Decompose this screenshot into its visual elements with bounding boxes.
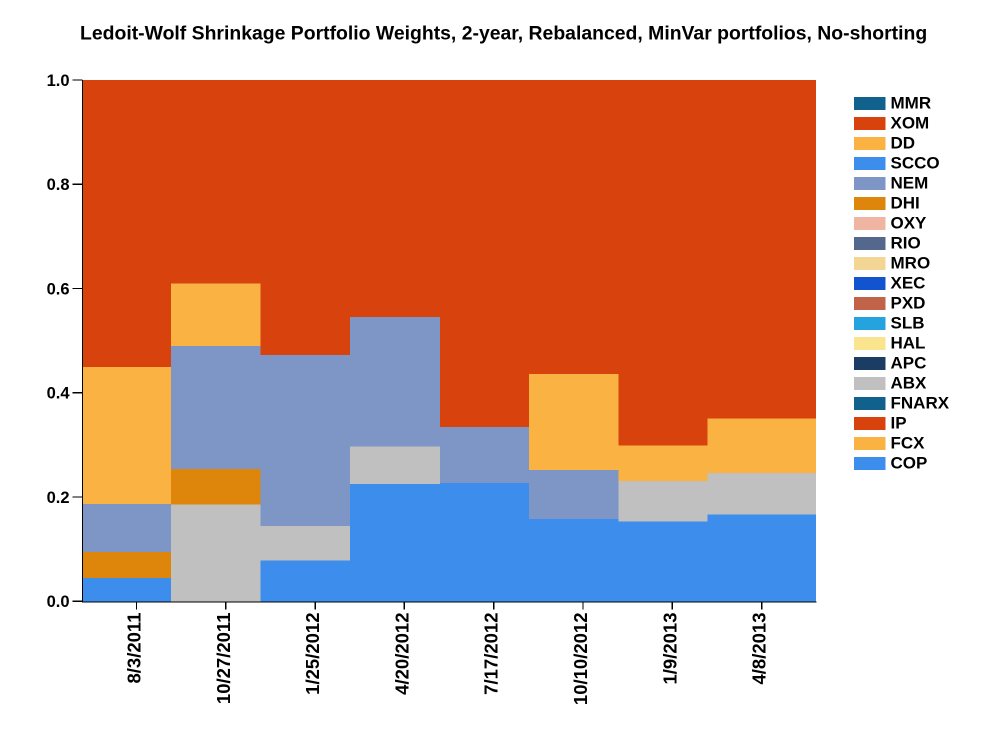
svg-text:10/27/2011: 10/27/2011 <box>213 613 234 705</box>
svg-text:8/3/2011: 8/3/2011 <box>124 613 145 684</box>
svg-text:0.8: 0.8 <box>47 176 70 194</box>
svg-text:XOM: XOM <box>891 114 930 133</box>
svg-text:4/20/2012: 4/20/2012 <box>391 613 412 695</box>
svg-text:Ledoit-Wolf Shrinkage Portfoli: Ledoit-Wolf Shrinkage Portfolio Weights,… <box>80 23 927 45</box>
svg-text:OXY: OXY <box>891 214 928 233</box>
svg-text:0.2: 0.2 <box>47 489 70 507</box>
svg-text:MRO: MRO <box>891 254 931 273</box>
svg-text:APC: APC <box>891 354 927 373</box>
svg-text:RIO: RIO <box>891 234 921 253</box>
svg-text:10/10/2012: 10/10/2012 <box>570 613 591 706</box>
svg-text:DD: DD <box>891 134 916 153</box>
svg-text:XEC: XEC <box>891 274 926 293</box>
svg-text:COP: COP <box>891 454 928 473</box>
svg-text:0.6: 0.6 <box>47 280 70 298</box>
svg-text:FNARX: FNARX <box>891 394 950 413</box>
svg-text:7/17/2012: 7/17/2012 <box>481 613 502 695</box>
svg-text:DHI: DHI <box>891 194 920 213</box>
svg-text:SCCO: SCCO <box>891 154 940 173</box>
svg-text:SLB: SLB <box>891 314 925 333</box>
svg-text:0.0: 0.0 <box>47 593 70 611</box>
svg-text:ABX: ABX <box>891 374 928 393</box>
svg-text:1/25/2012: 1/25/2012 <box>302 613 323 695</box>
svg-text:FCX: FCX <box>891 434 926 453</box>
svg-text:4/8/2013: 4/8/2013 <box>749 613 770 685</box>
svg-text:MMR: MMR <box>891 94 932 113</box>
svg-text:IP: IP <box>891 414 907 433</box>
svg-text:NEM: NEM <box>891 174 929 193</box>
svg-text:1.0: 1.0 <box>47 72 70 90</box>
svg-text:PXD: PXD <box>891 294 926 313</box>
svg-text:0.4: 0.4 <box>47 385 71 403</box>
svg-text:HAL: HAL <box>891 334 926 353</box>
svg-text:1/9/2013: 1/9/2013 <box>659 613 680 685</box>
